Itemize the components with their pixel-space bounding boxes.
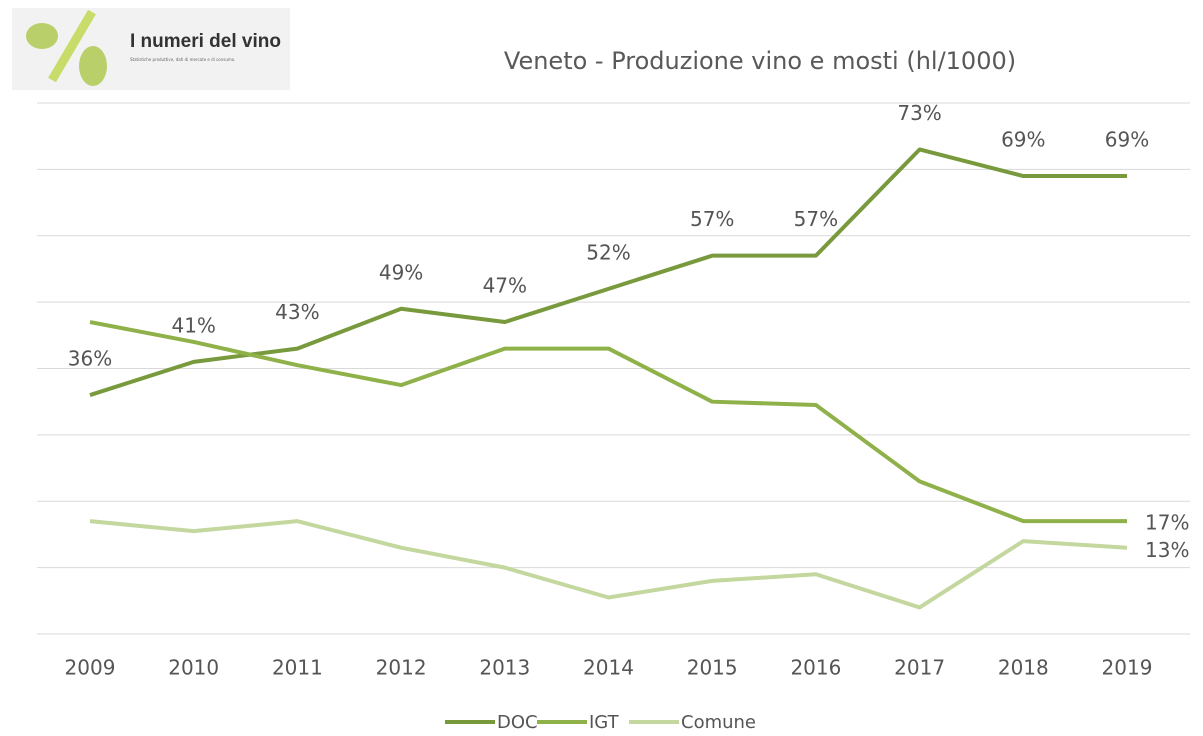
x-tick-label: 2013 (479, 656, 530, 680)
x-tick-label: 2017 (894, 656, 945, 680)
x-tick-label: 2011 (272, 656, 323, 680)
data-label: 43% (275, 300, 319, 324)
chart-title: Veneto - Produzione vino e mosti (hl/100… (504, 47, 1016, 75)
data-label: 69% (1105, 128, 1149, 152)
x-tick-label: 2014 (583, 656, 634, 680)
legend-label: Comune (681, 712, 756, 733)
logo-subtitle: Statistiche produttive, dati di mercato … (130, 57, 235, 62)
logo: I numeri del vino Statistiche produttive… (12, 8, 290, 90)
data-label: 13% (1145, 538, 1189, 562)
data-label: 57% (794, 207, 838, 231)
data-label: 17% (1145, 511, 1189, 535)
data-label: 41% (171, 313, 215, 337)
data-label: 69% (1001, 128, 1045, 152)
series-line (89, 519, 1128, 610)
logo-title: I numeri del vino (130, 31, 281, 52)
x-tick-label: 2015 (687, 656, 738, 680)
data-label: 49% (379, 260, 423, 284)
series-line (89, 320, 1127, 524)
data-label: 52% (586, 240, 630, 264)
logo-grape (79, 46, 107, 86)
series-line (89, 147, 1127, 397)
logo-slash (48, 9, 96, 83)
data-label: 36% (68, 347, 112, 371)
legend-label: DOC (497, 712, 538, 733)
data-label: 57% (690, 207, 734, 231)
x-tick-label: 2010 (168, 656, 219, 680)
x-tick-label: 2019 (1102, 656, 1153, 680)
x-tick-label: 2018 (998, 656, 1049, 680)
legend-label: IGT (589, 712, 620, 733)
x-tick-label: 2012 (376, 656, 427, 680)
data-label: 47% (483, 274, 527, 298)
x-tick-label: 2016 (790, 656, 841, 680)
logo-grape (26, 23, 58, 49)
data-label: 73% (897, 101, 941, 125)
x-tick-label: 2009 (65, 656, 116, 680)
